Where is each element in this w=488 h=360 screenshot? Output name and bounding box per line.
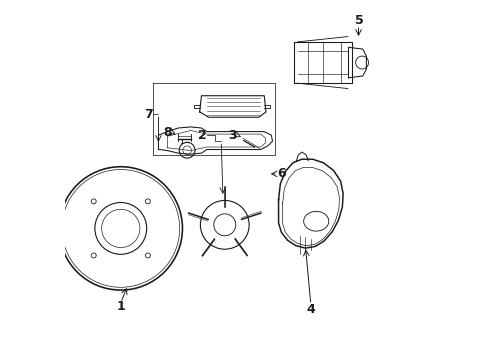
Text: 5: 5: [354, 14, 363, 27]
Text: 2: 2: [198, 129, 206, 142]
Text: 1: 1: [116, 300, 125, 313]
Text: 3: 3: [228, 129, 237, 142]
Text: 4: 4: [306, 303, 315, 316]
Text: 6: 6: [276, 167, 285, 180]
Text: 8: 8: [163, 126, 172, 139]
Text: 7: 7: [144, 108, 152, 121]
